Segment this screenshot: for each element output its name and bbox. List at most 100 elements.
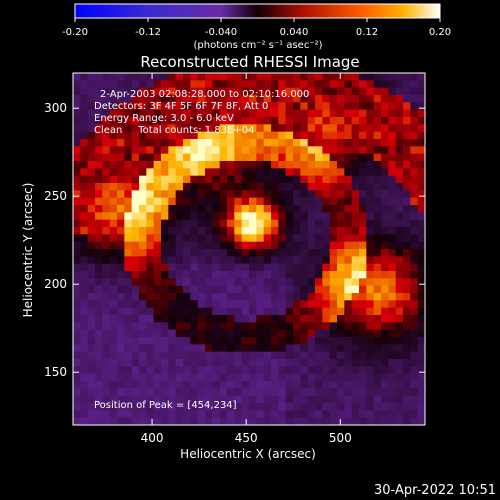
heatmap-cell (278, 212, 287, 221)
heatmap-cell (190, 388, 199, 397)
heatmap-cell (197, 80, 206, 89)
heatmap-cell (131, 344, 140, 353)
heatmap-cell (241, 329, 250, 338)
heatmap-cell (131, 241, 140, 250)
heatmap-cell (95, 161, 103, 169)
heatmap-cell (344, 175, 353, 184)
heatmap-cell (344, 417, 353, 425)
heatmap-cell (219, 212, 228, 221)
heatmap-cell (197, 183, 206, 191)
heatmap-cell (300, 109, 309, 118)
heatmap-cell (234, 212, 243, 221)
heatmap-cell (227, 175, 235, 184)
heatmap-cell (241, 373, 250, 382)
heatmap-cell (395, 337, 404, 345)
heatmap-cell (388, 351, 397, 360)
heatmap-cell (410, 366, 419, 375)
heatmap-cell (73, 373, 81, 382)
heatmap-cell (109, 417, 118, 425)
heatmap-cell (344, 329, 353, 338)
heatmap-cell (329, 417, 338, 425)
heatmap-cell (197, 197, 206, 206)
heatmap-cell (344, 395, 353, 404)
heatmap-cell (344, 219, 353, 228)
heatmap-cell (263, 146, 272, 155)
heatmap-cell (344, 344, 353, 353)
heatmap-cell (329, 329, 338, 338)
heatmap-cell (366, 329, 375, 338)
heatmap-cell (403, 124, 411, 133)
heatmap-cell (344, 227, 353, 235)
heatmap-cell (395, 131, 404, 140)
heatmap-cell (183, 395, 191, 404)
heatmap-cell (410, 329, 419, 338)
heatmap-cell (249, 124, 257, 133)
heatmap-cell (183, 102, 191, 111)
heatmap-cell (80, 117, 89, 125)
heatmap-cell (351, 293, 360, 301)
heatmap-cell (329, 146, 338, 155)
heatmap-cell (256, 337, 265, 345)
heatmap-cell (205, 337, 213, 345)
heatmap-cell (271, 161, 279, 169)
heatmap-cell (410, 161, 419, 169)
heatmap-cell (146, 307, 155, 316)
heatmap-cell (73, 285, 81, 294)
heatmap-cell (219, 359, 228, 367)
heatmap-cell (366, 278, 375, 287)
heatmap-cell (87, 417, 96, 425)
heatmap-cell (161, 241, 169, 250)
heatmap-cell (300, 80, 309, 89)
heatmap-cell (351, 256, 360, 265)
heatmap-cell (315, 241, 323, 250)
heatmap-cell (212, 307, 221, 316)
heatmap-cell (102, 161, 111, 169)
heatmap-cell (117, 351, 125, 360)
heatmap-cell (161, 395, 169, 404)
heatmap-cell (388, 175, 397, 184)
heatmap-cell (219, 109, 228, 118)
heatmap-cell (322, 285, 331, 294)
heatmap-cell (183, 417, 191, 425)
heatmap-cell (139, 161, 147, 169)
heatmap-cell (161, 183, 169, 191)
heatmap-cell (241, 417, 250, 425)
heatmap-cell (87, 197, 96, 206)
heatmap-cell (80, 241, 89, 250)
heatmap-cell (227, 139, 235, 147)
heatmap-cell (109, 73, 118, 81)
heatmap-cell (351, 153, 360, 162)
heatmap-cell (315, 183, 323, 191)
heatmap-cell (285, 73, 294, 81)
heatmap-cell (293, 293, 301, 301)
heatmap-cell (322, 417, 331, 425)
heatmap-cell (300, 197, 309, 206)
heatmap-cell (124, 146, 133, 155)
heatmap-cell (417, 315, 425, 323)
heatmap-cell (249, 109, 257, 118)
heatmap-cell (241, 205, 250, 213)
heatmap-cell (322, 388, 331, 397)
heatmap-cell (219, 146, 228, 155)
heatmap-cell (80, 102, 89, 111)
heatmap-cell (293, 227, 301, 235)
heatmap-cell (80, 124, 89, 133)
heatmap-cell (388, 102, 397, 111)
heatmap-cell (315, 161, 323, 169)
heatmap-cell (373, 131, 382, 140)
heatmap-cell (307, 359, 316, 367)
heatmap-cell (256, 175, 265, 184)
heatmap-cell (249, 285, 257, 294)
heatmap-cell (102, 219, 111, 228)
heatmap-cell (359, 351, 367, 360)
heatmap-cell (351, 102, 360, 111)
heatmap-cell (373, 102, 382, 111)
heatmap-cell (351, 366, 360, 375)
heatmap-cell (337, 87, 345, 96)
heatmap-cell (403, 146, 411, 155)
heatmap-cell (95, 73, 103, 81)
heatmap-cell (80, 403, 89, 411)
heatmap-cell (315, 117, 323, 125)
heatmap-cell (212, 168, 221, 177)
heatmap-cell (373, 80, 382, 89)
